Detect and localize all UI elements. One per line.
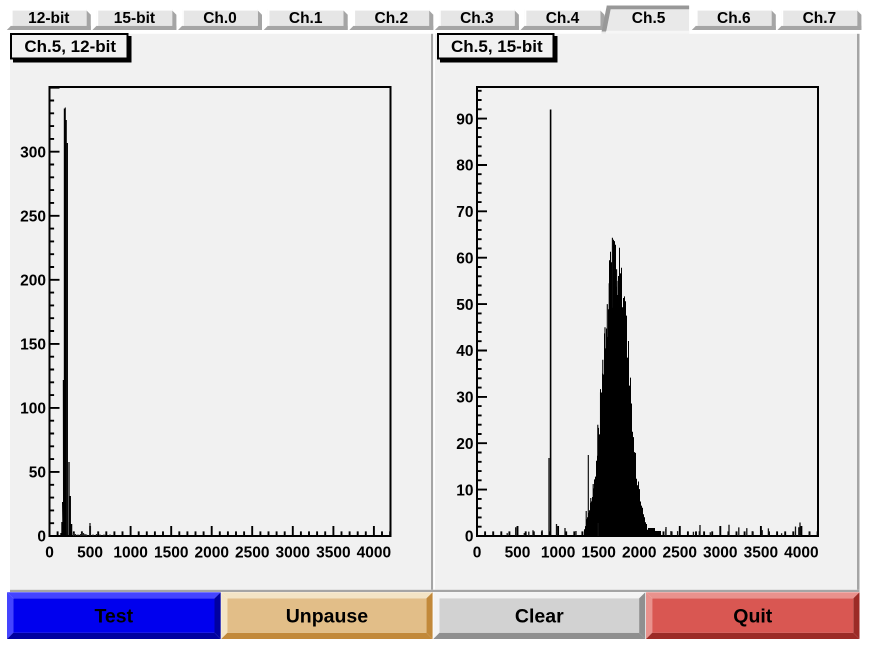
svg-text:Unpause: Unpause: [286, 606, 369, 628]
svg-text:Ch.1: Ch.1: [289, 10, 323, 27]
svg-text:30: 30: [456, 390, 473, 407]
svg-text:2000: 2000: [194, 545, 228, 562]
svg-text:2500: 2500: [235, 545, 269, 562]
svg-text:500: 500: [77, 545, 103, 562]
svg-text:3000: 3000: [276, 545, 310, 562]
svg-text:Ch.2: Ch.2: [375, 10, 409, 27]
svg-text:Ch.7: Ch.7: [803, 10, 837, 27]
svg-text:40: 40: [456, 343, 473, 360]
svg-text:0: 0: [37, 529, 46, 546]
svg-text:300: 300: [20, 144, 46, 161]
svg-text:3500: 3500: [316, 545, 350, 562]
svg-text:4000: 4000: [357, 545, 391, 562]
svg-text:3000: 3000: [703, 545, 737, 562]
svg-text:50: 50: [29, 465, 46, 482]
svg-text:10: 10: [456, 482, 473, 499]
svg-text:90: 90: [456, 111, 473, 128]
svg-text:2000: 2000: [622, 545, 656, 562]
svg-text:Ch.6: Ch.6: [717, 10, 751, 27]
svg-text:1000: 1000: [541, 545, 575, 562]
svg-text:1500: 1500: [581, 545, 615, 562]
svg-text:15-bit: 15-bit: [114, 10, 155, 27]
svg-text:500: 500: [505, 545, 531, 562]
svg-text:70: 70: [456, 204, 473, 221]
svg-text:Ch.3: Ch.3: [460, 10, 494, 27]
svg-text:3500: 3500: [744, 545, 778, 562]
svg-text:Ch.5, 12-bit: Ch.5, 12-bit: [24, 37, 116, 56]
svg-text:0: 0: [45, 545, 54, 562]
svg-text:Ch.5, 15-bit: Ch.5, 15-bit: [451, 37, 543, 56]
svg-text:Ch.0: Ch.0: [203, 10, 237, 27]
svg-text:0: 0: [465, 529, 474, 546]
svg-text:80: 80: [456, 158, 473, 175]
svg-text:Clear: Clear: [515, 606, 564, 628]
svg-text:2500: 2500: [663, 545, 697, 562]
svg-text:0: 0: [473, 545, 482, 562]
svg-text:Ch.4: Ch.4: [546, 10, 580, 27]
svg-text:1500: 1500: [154, 545, 188, 562]
svg-text:12-bit: 12-bit: [28, 10, 69, 27]
svg-text:200: 200: [20, 273, 46, 290]
svg-text:4000: 4000: [784, 545, 818, 562]
svg-text:250: 250: [20, 208, 46, 225]
svg-text:100: 100: [20, 401, 46, 418]
svg-text:Ch.5: Ch.5: [632, 10, 666, 27]
svg-text:Test: Test: [94, 606, 133, 628]
svg-text:20: 20: [456, 436, 473, 453]
svg-text:1000: 1000: [113, 545, 147, 562]
svg-text:60: 60: [456, 250, 473, 267]
svg-text:Quit: Quit: [733, 606, 772, 628]
svg-text:150: 150: [20, 337, 46, 354]
svg-text:50: 50: [456, 297, 473, 314]
